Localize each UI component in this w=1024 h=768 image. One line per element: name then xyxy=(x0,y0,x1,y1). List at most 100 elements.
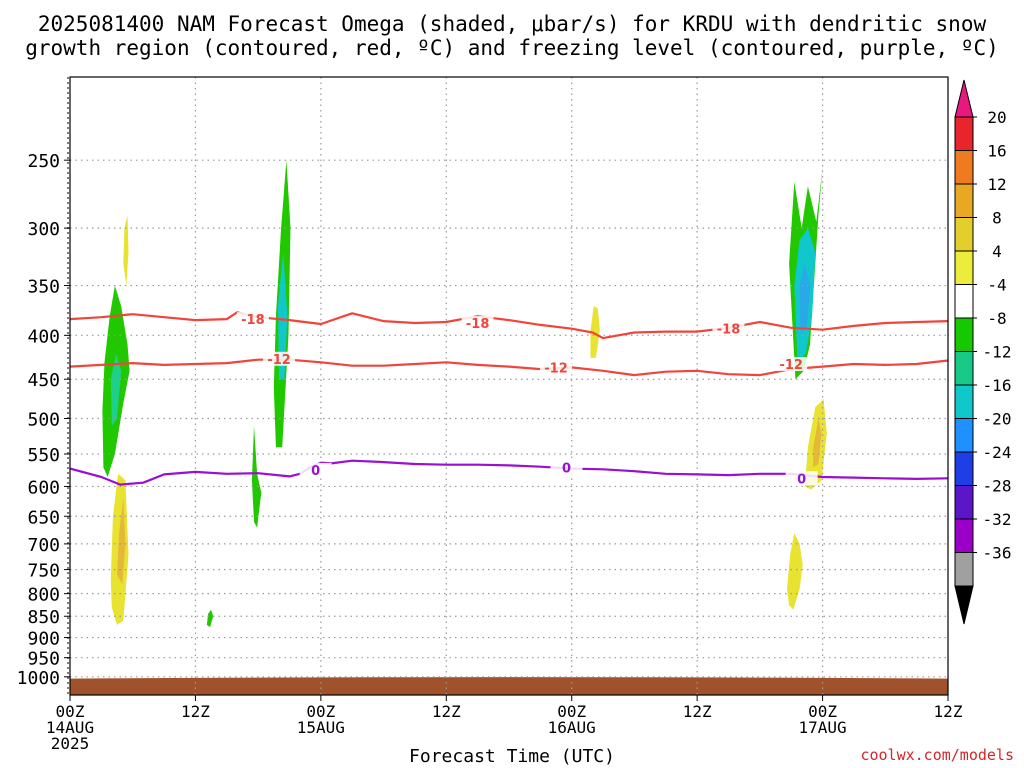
y-tick-label: 950 xyxy=(27,649,60,670)
y-tick-label: 300 xyxy=(27,219,60,240)
contour-label: 0 xyxy=(562,461,571,476)
colorbar-segment xyxy=(954,418,974,453)
omega-region-7 xyxy=(251,425,262,528)
contour-line-0 xyxy=(69,459,949,486)
omega-region-4 xyxy=(110,353,122,426)
y-tick-label: 750 xyxy=(27,561,60,582)
colorbar-tick-label: 12 xyxy=(987,175,1006,194)
colorbar-tick-label: -20 xyxy=(983,410,1012,429)
colorbar-tick-label: 16 xyxy=(987,142,1006,161)
colorbar-tick-label: 8 xyxy=(992,209,1002,228)
omega-shading-layer xyxy=(102,160,827,628)
grid-layer xyxy=(70,77,948,695)
omega-region-12 xyxy=(799,263,810,336)
omega-region-8 xyxy=(206,609,214,628)
colorbar-segment xyxy=(954,552,974,587)
terrain-band xyxy=(70,677,948,695)
contour-layer: -18 -18 -18 -12 -12 -12 0 0 0 xyxy=(69,311,949,487)
x-tick-label: 16AUG xyxy=(548,718,596,737)
omega-region-1 xyxy=(117,498,126,585)
contour-label-bg xyxy=(263,351,296,366)
colorbar-segment xyxy=(954,384,974,419)
omega-region-15 xyxy=(787,533,803,610)
x-tick-label: 00Z xyxy=(306,702,335,721)
x-tick-label: 15AUG xyxy=(297,718,345,737)
contour-label-bg xyxy=(775,357,808,372)
chart-title-line-1: 2025081400 NAM Forecast Omega (shaded, μ… xyxy=(37,12,987,36)
y-tick-label: 800 xyxy=(27,585,60,606)
contour-label: -12 xyxy=(544,361,568,376)
y-tick-label: 550 xyxy=(27,445,60,466)
contour-label: 0 xyxy=(797,472,806,487)
contour-line--12 xyxy=(69,358,949,377)
contour-label: -12 xyxy=(267,353,291,368)
contour-label: -18 xyxy=(466,317,490,332)
y-tick-label: 500 xyxy=(27,409,60,430)
colorbar-segment xyxy=(954,317,974,352)
contour-label: -18 xyxy=(717,323,741,338)
contour-label: -18 xyxy=(241,313,265,328)
y-tick-label: 850 xyxy=(27,607,60,628)
y-tick-label: 250 xyxy=(27,151,60,172)
x-tick-label: 12Z xyxy=(181,702,210,721)
colorbar-arrow-bottom xyxy=(954,585,974,625)
contour-label-bg xyxy=(461,316,494,331)
y-tick-label: 450 xyxy=(27,370,60,391)
y-axis: 2503003504004505005506006507007508008509… xyxy=(17,151,70,689)
colorbar-tick-label: -24 xyxy=(983,443,1012,462)
colorbar-tick-label: -32 xyxy=(983,510,1012,529)
y-tick-label: 650 xyxy=(27,507,60,528)
contour-label-bg xyxy=(550,460,583,475)
colorbar-segment xyxy=(954,485,974,520)
colorbar-arrow-top xyxy=(954,79,974,118)
contour-label-bg xyxy=(712,321,745,336)
contour-label-bg xyxy=(785,471,818,486)
contour-label-bg xyxy=(540,360,573,375)
colorbar-tick-label: -16 xyxy=(983,376,1012,395)
plot-border xyxy=(69,76,949,696)
colorbar-tick-label: 20 xyxy=(987,108,1006,127)
terrain-layer xyxy=(70,677,948,695)
omega-region-9 xyxy=(590,306,600,358)
credit-link[interactable]: coolwx.com/models xyxy=(860,746,1014,764)
contour-label: -12 xyxy=(779,358,803,373)
x-tick-label: 00Z xyxy=(557,702,586,721)
colorbar-segment xyxy=(954,217,974,252)
colorbar-segment xyxy=(954,518,974,553)
y-tick-label: 350 xyxy=(27,277,60,298)
x-tick-label: 12Z xyxy=(432,702,461,721)
omega-region-6 xyxy=(278,252,288,380)
x-tick-label: 14AUG xyxy=(46,718,94,737)
contour-label: 0 xyxy=(311,464,320,479)
x-axis-title: Forecast Time (UTC) xyxy=(409,746,615,767)
x-tick-label: 12Z xyxy=(934,702,963,721)
contour-label-bg xyxy=(299,462,332,477)
colorbar: 20 16 12 8 4 -4 -8 -12 -16 -20 -24 -28 -32 -36 xyxy=(954,79,1012,625)
colorbar-segment xyxy=(954,116,974,151)
colorbar-tick-label: -8 xyxy=(987,309,1006,328)
colorbar-segment xyxy=(954,250,974,285)
colorbar-segment xyxy=(954,284,974,319)
y-tick-label: 900 xyxy=(27,629,60,650)
chart-title-line-2: growth region (contoured, red, ºC) and f… xyxy=(25,36,999,60)
x-tick-label: 00Z xyxy=(808,702,837,721)
colorbar-tick-label: -12 xyxy=(983,343,1012,362)
omega-region-14 xyxy=(813,418,822,468)
colorbar-tick-label: -4 xyxy=(987,276,1006,295)
colorbar-segment xyxy=(954,451,974,486)
contour-label-bg xyxy=(236,312,269,327)
colorbar-tick-label: -36 xyxy=(983,544,1012,563)
x-tick-label: 17AUG xyxy=(798,718,846,737)
colorbar-segment xyxy=(954,183,974,218)
x-tick-label: 2025 xyxy=(51,734,90,753)
colorbar-segment xyxy=(954,150,974,185)
y-tick-label: 600 xyxy=(27,477,60,498)
x-tick-label: 00Z xyxy=(56,702,85,721)
colorbar-tick-label: 4 xyxy=(992,242,1002,261)
colorbar-segment xyxy=(954,351,974,386)
colorbar-tick-label: -28 xyxy=(983,477,1012,496)
y-tick-label: 700 xyxy=(27,535,60,556)
y-tick-label: 1000 xyxy=(17,668,60,689)
contour-line--18 xyxy=(69,311,949,340)
